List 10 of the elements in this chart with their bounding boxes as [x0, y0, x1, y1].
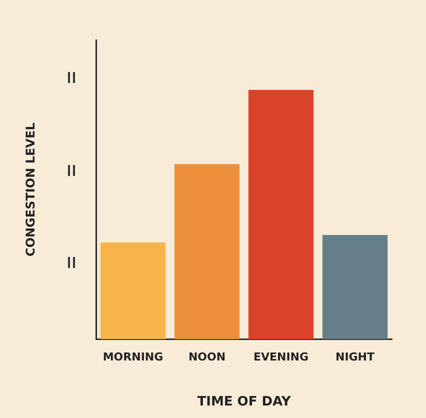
- bar: [100, 242, 166, 340]
- bar: [248, 90, 314, 340]
- x-tick-label: NOON: [188, 350, 226, 364]
- x-tick-label: NIGHT: [335, 350, 376, 364]
- bar: [322, 234, 388, 340]
- bar: [174, 164, 240, 340]
- x-axis-title: TIME OF DAY: [197, 394, 292, 410]
- x-tick-label: EVENING: [253, 350, 309, 364]
- y-axis-title: CONGESTION LEVEL: [23, 122, 38, 256]
- x-tick-label: MORNING: [102, 350, 164, 364]
